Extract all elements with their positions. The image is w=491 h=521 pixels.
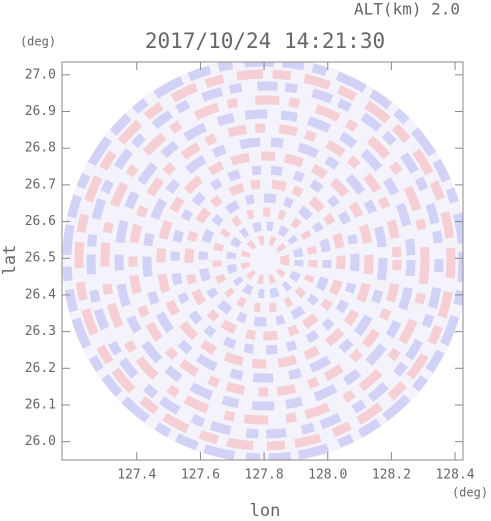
y-tick-label: 26.0: [25, 434, 56, 449]
y-tick-label: 26.2: [25, 361, 56, 376]
x-tick-label: 127.4: [117, 468, 156, 483]
y-tick-label: 26.3: [25, 324, 56, 339]
chart-title: 2017/10/24 14:21:30: [145, 29, 385, 53]
x-tick-label: 127.6: [181, 468, 220, 483]
x-tick-label: 128.2: [372, 468, 411, 483]
y-tick-label: 26.7: [25, 177, 56, 192]
y-tick-label: 26.8: [25, 141, 56, 156]
y-tick-label: 27.0: [25, 67, 56, 82]
x-tick-label: 128.4: [435, 468, 474, 483]
y-tick-label: 26.4: [25, 287, 56, 302]
x-tick-label: 127.8: [245, 468, 284, 483]
x-label: lon: [250, 501, 281, 521]
subtitle: ALT(km) 2.0: [354, 0, 460, 19]
y-tick-label: 26.9: [25, 104, 56, 119]
plot-frame: [61, 61, 464, 461]
y-tick-label: 26.6: [25, 214, 56, 229]
radar-disk: [62, 62, 463, 460]
y-unit: (deg): [20, 35, 56, 49]
x-tick-label: 128.0: [308, 468, 347, 483]
y-tick-label: 26.5: [25, 251, 56, 266]
y-label: lat: [0, 245, 20, 276]
x-unit: (deg): [452, 486, 488, 500]
y-tick-label: 26.1: [25, 397, 56, 412]
